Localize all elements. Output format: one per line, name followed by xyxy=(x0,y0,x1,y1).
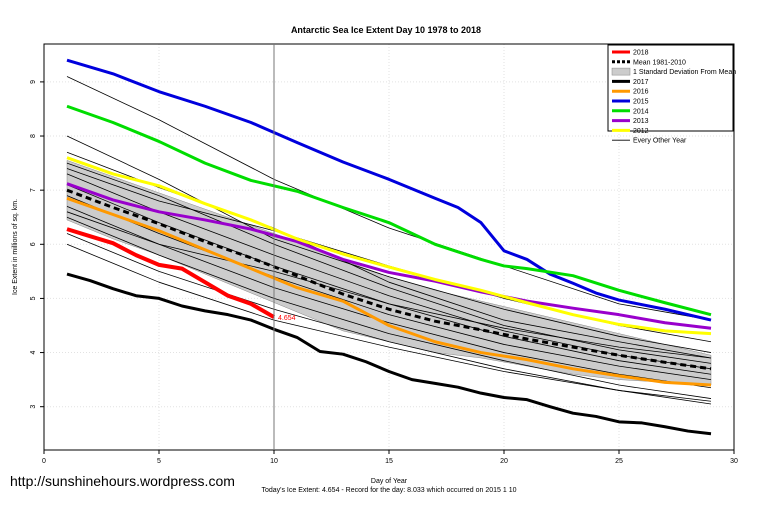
series-line-2012 xyxy=(66,156,712,336)
x-axis: 0 5 10 15 20 25 30 xyxy=(42,450,738,465)
series-line-other-year xyxy=(66,195,712,381)
legend-label: 2014 xyxy=(633,108,649,115)
footer-text: Today's Ice Extent: 4.654 - Record for t… xyxy=(261,487,516,494)
legend-box xyxy=(607,44,734,132)
series-line-2014 xyxy=(66,104,712,317)
today-value-annotation: 4.654 xyxy=(278,315,296,322)
series-line-other-year xyxy=(66,151,712,359)
x-axis-label: Day of Year xyxy=(371,478,408,485)
y-tick-label: 3 xyxy=(30,405,37,409)
y-tick-label: 8 xyxy=(30,134,37,138)
legend-swatch-std-dev xyxy=(611,67,631,76)
series-line-2018 xyxy=(66,227,276,319)
series-line-other-year xyxy=(66,216,712,399)
watermark-url[interactable]: http://sunshinehours.wordpress.com xyxy=(10,473,235,489)
series-line-2015 xyxy=(66,58,712,322)
legend-label: 2013 xyxy=(633,118,649,125)
y-tick-label: 6 xyxy=(30,242,37,246)
y-tick-label: 7 xyxy=(30,188,37,192)
series-lines xyxy=(66,58,712,436)
x-tick-label: 30 xyxy=(730,458,738,465)
x-tick-label: 15 xyxy=(385,458,393,465)
legend-label: 2016 xyxy=(633,89,649,96)
x-tick-label: 5 xyxy=(157,458,161,465)
legend: 2018 Mean 1981-2010 1 Standard Deviation F… xyxy=(607,44,736,145)
series-line-every-other-year xyxy=(66,76,712,321)
x-tick-label: 0 xyxy=(42,458,46,465)
series-line-mean-1981-2010 xyxy=(66,188,712,371)
y-tick-label: 5 xyxy=(30,296,37,300)
legend-label: 2012 xyxy=(633,128,649,135)
x-tick-label: 20 xyxy=(500,458,508,465)
series-line-other-year xyxy=(66,135,712,353)
series-line-other-year xyxy=(66,243,712,402)
y-tick-label: 4 xyxy=(30,351,37,355)
legend-label: 2015 xyxy=(633,99,649,106)
legend-label: 1 Standard Deviation From Mean xyxy=(633,69,736,76)
series-line-2016 xyxy=(66,196,712,387)
y-axis: 3 4 5 6 7 8 9 xyxy=(30,80,44,409)
legend-label: Every Other Year xyxy=(633,138,687,145)
y-axis-label: Ice Extent in millions of sq. km. xyxy=(12,199,19,295)
series-line-other-year xyxy=(66,162,712,364)
x-tick-label: 10 xyxy=(270,458,278,465)
series-line-other-year xyxy=(66,211,712,359)
chart-title: Antarctic Sea Ice Extent Day 10 1978 to … xyxy=(291,25,481,35)
legend-label: 2018 xyxy=(633,50,649,57)
legend-label: 2017 xyxy=(633,79,649,86)
legend-label: Mean 1981-2010 xyxy=(633,59,686,66)
series-line-2017 xyxy=(66,272,712,436)
y-tick-label: 9 xyxy=(30,80,37,84)
x-tick-label: 25 xyxy=(615,458,623,465)
series-line-2013 xyxy=(66,182,712,330)
